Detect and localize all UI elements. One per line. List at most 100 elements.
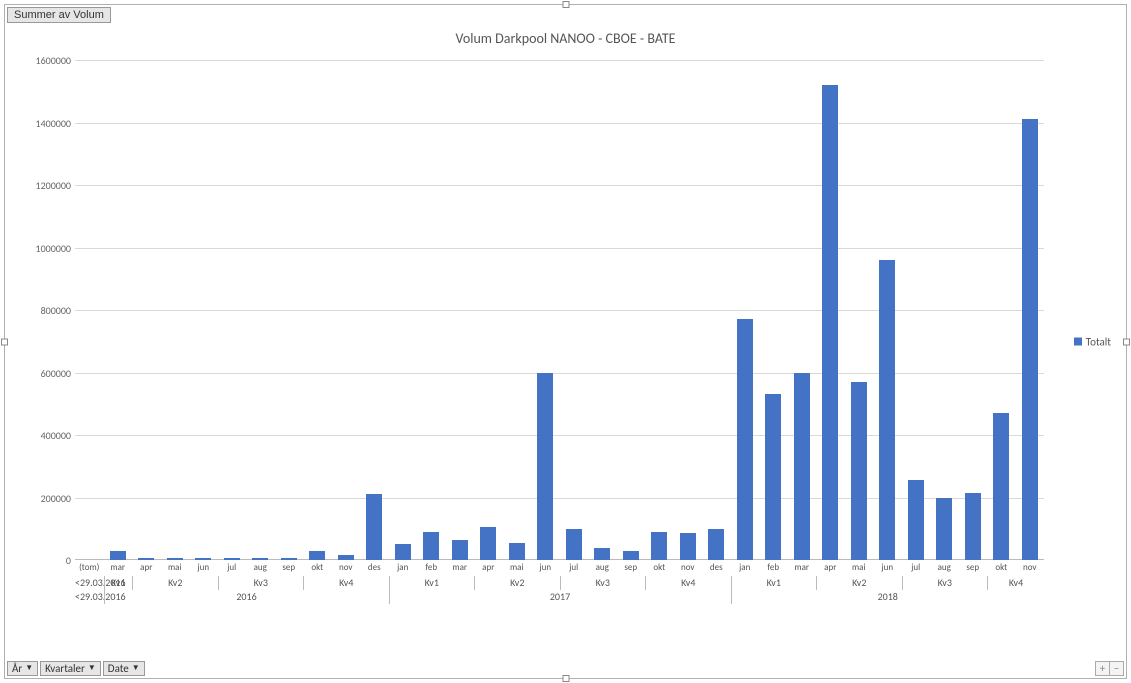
- bar[interactable]: [395, 544, 411, 560]
- x-year-label: 2018: [731, 590, 1044, 604]
- bar[interactable]: [309, 551, 325, 560]
- bar[interactable]: [651, 532, 667, 560]
- filter-date-label: Date: [108, 662, 129, 675]
- x-month-label: aug: [246, 562, 275, 576]
- x-month-label: okt: [645, 562, 674, 576]
- x-month-label: jun: [873, 562, 902, 576]
- resize-handle-left[interactable]: [1, 338, 8, 345]
- bar-slot: [389, 60, 418, 560]
- bar[interactable]: [822, 85, 838, 560]
- bar[interactable]: [594, 548, 610, 561]
- legend-label: Totalt: [1086, 335, 1111, 348]
- chart-title: Volum Darkpool NANOO - CBOE - BATE: [5, 30, 1126, 47]
- bar[interactable]: [908, 480, 924, 560]
- bar[interactable]: [167, 558, 183, 560]
- y-axis-label: 800000: [19, 304, 71, 317]
- bar-slot: [531, 60, 560, 560]
- x-quarter-label: Kv2: [132, 576, 218, 590]
- bar-slot: [75, 60, 104, 560]
- bar-slot: [332, 60, 361, 560]
- bar-slot: [617, 60, 646, 560]
- filter-quarter-button[interactable]: Kvartaler ▼: [40, 661, 101, 676]
- bar[interactable]: [965, 493, 981, 560]
- resize-handle-bottom[interactable]: [562, 675, 569, 682]
- resize-handle-top[interactable]: [562, 1, 569, 8]
- bar[interactable]: [224, 558, 240, 561]
- bar[interactable]: [252, 558, 268, 560]
- bar[interactable]: [452, 540, 468, 560]
- bar-slot: [104, 60, 133, 560]
- x-axis-years: <29.03.2016201620172018: [75, 590, 1044, 604]
- x-month-label: jul: [218, 562, 247, 576]
- bar[interactable]: [993, 413, 1009, 560]
- bar[interactable]: [623, 551, 639, 560]
- filter-quarter-label: Kvartaler: [45, 662, 85, 675]
- bar-slot: [360, 60, 389, 560]
- bar[interactable]: [480, 527, 496, 560]
- plot-wrap: 0200000400000600000800000100000012000001…: [19, 60, 1044, 615]
- dropdown-arrow-icon: ▼: [88, 663, 96, 673]
- chart-legend[interactable]: Totalt: [1074, 335, 1111, 348]
- bar[interactable]: [936, 498, 952, 561]
- bar[interactable]: [737, 319, 753, 560]
- filter-year-label: År: [12, 662, 22, 675]
- x-quarter-label: Kv1: [104, 576, 133, 590]
- bar[interactable]: [110, 551, 126, 560]
- x-month-label: jul: [902, 562, 931, 576]
- bar-slot: [246, 60, 275, 560]
- y-axis-label: 400000: [19, 429, 71, 442]
- bar[interactable]: [338, 555, 354, 560]
- resize-handle-right[interactable]: [1123, 338, 1130, 345]
- x-month-label: sep: [275, 562, 304, 576]
- bar-slot: [446, 60, 475, 560]
- x-quarter-label: Kv4: [645, 576, 731, 590]
- bar[interactable]: [794, 373, 810, 561]
- x-month-label: des: [360, 562, 389, 576]
- bar-slot: [218, 60, 247, 560]
- bar-slot: [474, 60, 503, 560]
- x-month-label: aug: [588, 562, 617, 576]
- bar[interactable]: [879, 260, 895, 560]
- bar-slot: [873, 60, 902, 560]
- bar[interactable]: [366, 494, 382, 560]
- bar[interactable]: [537, 373, 553, 561]
- x-month-label: jun: [189, 562, 218, 576]
- bar[interactable]: [708, 529, 724, 560]
- x-month-label: nov: [332, 562, 361, 576]
- y-axis-label: 600000: [19, 367, 71, 380]
- bar[interactable]: [138, 558, 154, 560]
- filter-year-button[interactable]: År ▼: [7, 661, 38, 676]
- bar[interactable]: [765, 394, 781, 560]
- bar-slot: [759, 60, 788, 560]
- filter-date-button[interactable]: Date ▼: [103, 661, 145, 676]
- x-axis-quarters: <29.03.2016Kv1Kv2Kv3Kv4Kv1Kv2Kv3Kv4Kv1Kv…: [75, 576, 1044, 590]
- bar-slot: [560, 60, 589, 560]
- bar[interactable]: [423, 532, 439, 560]
- bar[interactable]: [281, 558, 297, 560]
- x-month-label: mar: [788, 562, 817, 576]
- x-month-label: sep: [617, 562, 646, 576]
- values-field-button[interactable]: Summer av Volum: [7, 7, 111, 23]
- bar[interactable]: [851, 382, 867, 560]
- collapse-button[interactable]: −: [1109, 661, 1124, 676]
- x-year-label: 2016: [104, 590, 389, 604]
- bar[interactable]: [195, 558, 211, 560]
- expand-button[interactable]: +: [1095, 661, 1110, 676]
- x-quarter-label: Kv1: [389, 576, 475, 590]
- x-month-label: sep: [959, 562, 988, 576]
- x-month-label: (tom): [75, 562, 104, 576]
- x-month-label: des: [702, 562, 731, 576]
- y-axis-label: 1600000: [19, 54, 71, 67]
- bar-slot: [702, 60, 731, 560]
- x-axis-months: (tom)maraprmaijunjulaugsepoktnovdesjanfe…: [75, 562, 1044, 576]
- y-axis-label: 1400000: [19, 117, 71, 130]
- x-month-label: apr: [474, 562, 503, 576]
- bar[interactable]: [509, 543, 525, 560]
- bar[interactable]: [1022, 119, 1038, 560]
- x-month-label: mai: [845, 562, 874, 576]
- bar[interactable]: [566, 529, 582, 560]
- bar-slot: [303, 60, 332, 560]
- x-month-label: jan: [389, 562, 418, 576]
- bar[interactable]: [680, 533, 696, 560]
- bar-slot: [588, 60, 617, 560]
